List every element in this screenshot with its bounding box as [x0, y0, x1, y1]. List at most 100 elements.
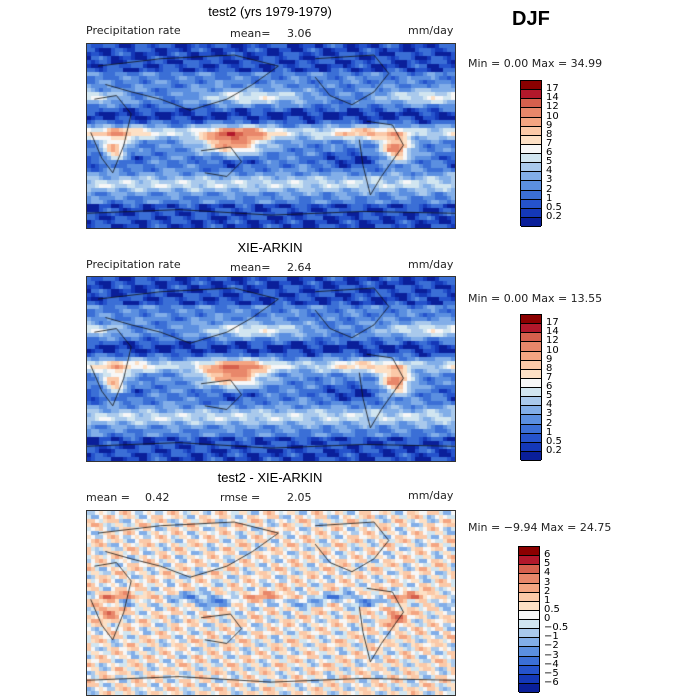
colorbar-tick-label: 4: [546, 399, 553, 411]
colorbar-tick-label: −0.5: [544, 622, 569, 634]
colorbar-swatch: [521, 351, 541, 361]
colorbar-tick-label: 5: [544, 558, 551, 570]
colorbar-tick-label: 4: [544, 567, 551, 579]
colorbar-swatch: [521, 433, 541, 443]
colorbar-swatch: [521, 163, 541, 173]
colorbar-swatch: [519, 674, 539, 684]
colorbar-tick-label: −3: [544, 649, 559, 661]
colorbar-tick-label: 6: [544, 549, 551, 561]
colorbar-tick-label: 0.2: [546, 210, 562, 222]
colorbar-tick-label: 2: [546, 417, 553, 429]
colorbar-tick-label: 8: [546, 128, 553, 140]
colorbar-swatch: [519, 647, 539, 657]
panel-3-mean-label: mean =: [86, 491, 130, 504]
colorbar-swatch: [521, 333, 541, 343]
panel-1-mean-value: 3.06: [287, 27, 312, 40]
colorbar-tick-label: 0.5: [544, 603, 560, 615]
colorbar-tick-label: 3: [546, 174, 553, 186]
colorbar-swatch: [521, 108, 541, 118]
colorbar-tick-label: 17: [546, 83, 559, 95]
colorbar-swatch: [521, 451, 541, 461]
colorbar-tick-label: 7: [546, 137, 553, 149]
colorbar-swatch: [519, 592, 539, 602]
map-field-raster: [87, 44, 455, 228]
colorbar-tick-label: −1: [544, 631, 559, 643]
colorbar-swatch: [519, 610, 539, 620]
map-field-raster: [87, 277, 455, 461]
panel-3-colorbar: 6 5 4 3 2 1 0.5 0 −0.5 −1 −2 −3 −4 −5 −6: [518, 546, 568, 693]
colorbar-tick-label: −6: [544, 676, 559, 688]
panel-3-rmse-label: rmse =: [220, 491, 261, 504]
colorbar-tick-label: 8: [546, 362, 553, 374]
colorbar-tick-label: 0.5: [546, 435, 562, 447]
colorbar-tick-label: 6: [546, 147, 553, 158]
colorbar-tick-label: 1: [546, 426, 553, 438]
colorbar-tick-label: −2: [544, 640, 559, 652]
colorbar-tick-label: 2: [546, 183, 553, 195]
colorbar-swatch: [521, 135, 541, 145]
colorbar-swatch: [521, 154, 541, 164]
colorbar-tick-label: 1: [546, 192, 553, 204]
colorbar-tick-label: 12: [546, 101, 559, 113]
colorbar-swatch: [519, 547, 539, 557]
colorbar-tick-label: 0.2: [546, 444, 562, 456]
colorbar-swatch: [521, 324, 541, 334]
colorbar-tick-label: 10: [546, 110, 559, 122]
colorbar-swatch: [521, 117, 541, 127]
colorbar-tick-label: 3: [544, 576, 551, 588]
colorbar-swatch: [519, 574, 539, 584]
colorbar-tick-label: 14: [546, 326, 559, 338]
panel-2-minmax: Min = 0.00 Max = 13.55: [468, 292, 603, 305]
colorbar-box: [518, 546, 540, 693]
colorbar-tick-label: 1: [544, 594, 551, 606]
colorbar-box: [520, 80, 542, 227]
colorbar-tick-label: −5: [544, 667, 559, 679]
colorbar-tick-label: −4: [544, 658, 559, 670]
colorbar-swatch: [521, 99, 541, 109]
colorbar-tick-label: 12: [546, 335, 559, 347]
colorbar-swatch: [521, 415, 541, 425]
colorbar-swatch: [519, 656, 539, 666]
colorbar-swatch: [521, 126, 541, 136]
panel-2-map: [86, 276, 456, 462]
panel-3-minmax: Min = −9.94 Max = 24.75: [468, 521, 612, 534]
colorbar-swatch: [519, 620, 539, 630]
panel-3-mean-value: 0.42: [145, 491, 170, 504]
colorbar-tick-label: 14: [546, 92, 559, 104]
season-label: DJF: [512, 8, 550, 30]
colorbar-swatch: [519, 556, 539, 566]
colorbar-swatch: [521, 190, 541, 200]
panel-1-title: test2 (yrs 1979-1979): [208, 4, 332, 19]
colorbar-tick-label: 17: [546, 317, 559, 329]
panel-1-colorbar: 17 14 12 10 9 8 7 6 5 4 3 2 1 0.5 0.2: [520, 80, 562, 227]
colorbar-swatch: [521, 388, 541, 398]
colorbar-swatch: [521, 369, 541, 379]
colorbar-tick-label: 5: [546, 156, 553, 168]
colorbar-swatch: [521, 360, 541, 370]
colorbar-swatch: [521, 315, 541, 325]
panel-2-mean-value: 2.64: [287, 261, 312, 274]
panel-1-mean-label: mean=: [230, 27, 271, 40]
panel-2-colorbar: 17 14 12 10 9 8 7 6 5 4 3 2 1 0.5 0.2: [520, 314, 562, 461]
colorbar-swatch: [521, 442, 541, 452]
panel-3-rmse-value: 2.05: [287, 491, 312, 504]
panel-2-mean-label: mean=: [230, 261, 271, 274]
panel-2-title: XIE-ARKIN: [237, 240, 303, 255]
colorbar-swatch: [521, 181, 541, 191]
colorbar-tick-label: 2: [544, 585, 551, 597]
colorbar-swatch: [519, 629, 539, 639]
colorbar-tick-label: 5: [546, 390, 553, 402]
panel-2-units: mm/day: [408, 258, 454, 271]
panel-1-variable-label: Precipitation rate: [86, 24, 181, 37]
colorbar-swatch: [521, 172, 541, 182]
colorbar-swatch: [521, 81, 541, 91]
colorbar-tick-label: 10: [546, 344, 559, 356]
colorbar-swatch: [519, 565, 539, 575]
colorbar-swatch: [519, 665, 539, 675]
colorbar-swatch: [521, 199, 541, 209]
panel-1-minmax: Min = 0.00 Max = 34.99: [468, 57, 603, 70]
colorbar-swatch: [521, 90, 541, 100]
colorbar-tick-label: 4: [546, 165, 553, 177]
colorbar-tick-label: 0.5: [546, 201, 562, 213]
panel-1-map: [86, 43, 456, 229]
